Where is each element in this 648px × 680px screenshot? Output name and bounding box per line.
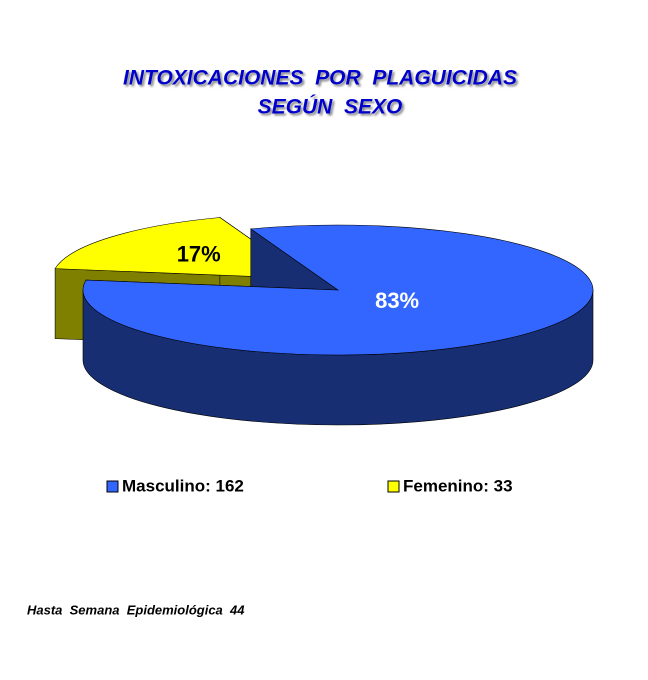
- slice-top: [82, 224, 594, 356]
- footnote: Hasta Semana Epidemiológica 44: [27, 602, 245, 617]
- data-label: 17%: [177, 242, 221, 267]
- slice-top: [54, 217, 309, 279]
- legend-swatch: [387, 480, 400, 493]
- legend-swatch: [106, 480, 119, 493]
- data-label: 83%: [375, 288, 419, 313]
- legend-label: Femenino: 33: [403, 476, 513, 495]
- chart-title: INTOXICACIONES POR PLAGUICIDAS: [123, 67, 517, 90]
- chart-subtitle: SEGÚN SEXO: [258, 95, 403, 119]
- legend-label: Masculino: 162: [122, 476, 244, 495]
- pie-slice: [82, 224, 594, 426]
